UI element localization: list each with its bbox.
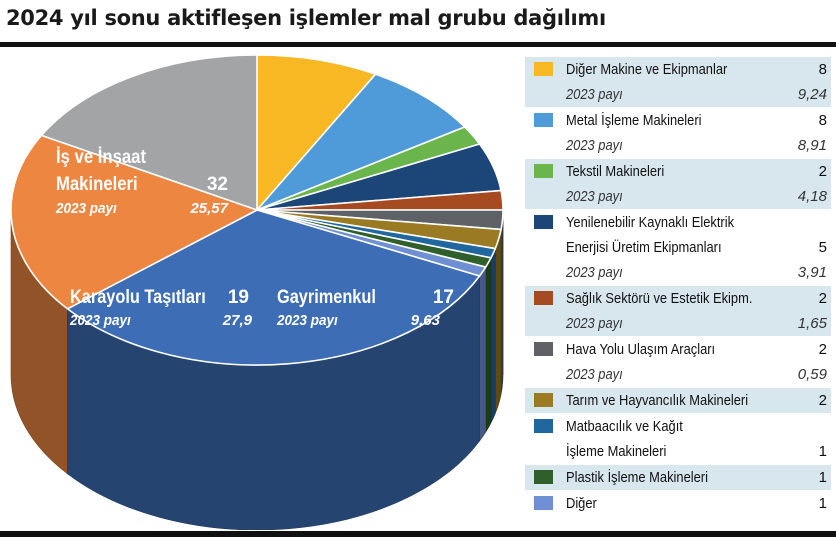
- legend-swatch: [534, 393, 553, 407]
- legend-swatch: [534, 419, 553, 433]
- legend-value: 2: [818, 392, 827, 409]
- legend-value: 2: [818, 163, 827, 180]
- legend-label: Metal İşleme Makineleri: [566, 112, 702, 129]
- legend-value: 1: [818, 469, 827, 486]
- legend-swatch: [534, 113, 553, 127]
- label-gayrimenkul-prev-value: 9,63: [411, 312, 441, 329]
- legend-label: Enerjisi Üretim Ekipmanları: [566, 239, 722, 256]
- legend-prev-label: 2023 payı: [566, 137, 623, 154]
- legend-label: İşleme Makineleri: [566, 443, 667, 460]
- legend-item: Diğer 1: [525, 491, 831, 516]
- pie-slice-0: [256, 54, 377, 211]
- legend-prev-value: 4,18: [797, 188, 827, 205]
- legend-item: Yenilenebilir Kaynaklı Elektrik Enerjisi …: [525, 210, 831, 285]
- legend-swatch: [534, 215, 553, 229]
- legend-prev-value: 9,24: [797, 86, 827, 103]
- pie-chart: İş ve İnşaat Makineleri 32 2023 payı 25,57 Ka…: [10, 54, 504, 530]
- pie-side-7: [490, 248, 496, 424]
- legend-value: 2: [818, 290, 827, 307]
- legend-prev-value: 1,65: [797, 315, 827, 332]
- legend-prev-label: 2023 payı: [566, 315, 623, 332]
- legend-prev-label: 2023 payı: [566, 264, 623, 281]
- pie-side-9: [479, 266, 487, 442]
- title-rule: [0, 42, 836, 47]
- pie-slice-10: [66, 209, 481, 366]
- label-karayolu-prev-value: 27,9: [222, 312, 253, 329]
- legend-swatch: [534, 496, 553, 510]
- label-is-insaat-value: 32: [207, 174, 228, 195]
- legend-value: 2: [818, 341, 827, 358]
- label-gayrimenkul-value: 17: [433, 287, 454, 308]
- label-gayrimenkul-prev-label: 2023 payı: [276, 312, 338, 329]
- legend-label: Yenilenebilir Kaynaklı Elektrik: [566, 214, 735, 231]
- legend-swatch: [534, 291, 553, 305]
- legend-label: Sağlık Sektörü ve Estetik Ekipm.: [566, 290, 753, 307]
- legend-item: Tarım ve Hayvancılık Makineleri 2: [525, 388, 831, 413]
- legend-item: Tekstil Makineleri 2 2023 payı 4,18: [525, 159, 831, 209]
- legend-item: Diğer Makine ve Ekipmanlar 8 2023 payı 9,24: [525, 57, 831, 107]
- legend-item: Plastik İşleme Makineleri 1: [525, 465, 831, 490]
- legend-label: Tarım ve Hayvancılık Makineleri: [566, 392, 749, 409]
- legend-value: 8: [818, 61, 827, 78]
- label-karayolu-prev-label: 2023 payı: [69, 312, 131, 329]
- chart-title: 2024 yıl sonu aktifleşen işlemler mal gr…: [6, 6, 606, 30]
- label-karayolu-value: 19: [228, 287, 249, 308]
- pie-side-6: [494, 229, 502, 414]
- legend-item: Sağlık Sektörü ve Estetik Ekipm. 2 2023 pa…: [525, 286, 831, 336]
- legend-prev-label: 2023 payı: [566, 366, 623, 383]
- pie-side-walls: [10, 209, 504, 530]
- legend-value: 1: [818, 443, 827, 460]
- legend: Diğer Makine ve Ekipmanlar 8 2023 payı 9,24…: [525, 57, 831, 523]
- pie-slice-1: [256, 73, 466, 211]
- legend-item: Matbaacılık ve Kağıt İşleme Makineleri 1: [525, 414, 831, 464]
- pie-side-8: [485, 257, 492, 434]
- legend-swatch: [534, 342, 553, 356]
- label-karayolu-name: Karayolu Taşıtları: [70, 286, 206, 307]
- pie-labels: İş ve İnşaat Makineleri 32 2023 payı 25,57 Ka…: [55, 146, 454, 329]
- legend-value: 1: [818, 495, 827, 512]
- legend-prev-value: 3,91: [797, 264, 827, 281]
- legend-label: Diğer: [566, 495, 597, 512]
- legend-label: Tekstil Makineleri: [566, 163, 665, 180]
- pie-top-slices: [10, 54, 504, 366]
- label-is-insaat-line1: İş ve İnşaat: [56, 146, 146, 167]
- legend-item: Metal İşleme Makineleri 8 2023 payı 8,91: [525, 108, 831, 158]
- legend-label: Hava Yolu Ulaşım Araçları: [566, 341, 716, 358]
- legend-label: Diğer Makine ve Ekipmanlar: [566, 61, 728, 78]
- legend-item: Hava Yolu Ulaşım Araçları 2 2023 payı 0,59: [525, 337, 831, 387]
- legend-label: Plastik İşleme Makineleri: [566, 469, 708, 486]
- legend-prev-label: 2023 payı: [566, 188, 623, 205]
- legend-swatch: [534, 164, 553, 178]
- label-gayrimenkul-name: Gayrimenkul: [277, 286, 376, 307]
- legend-value: 5: [818, 239, 827, 256]
- label-is-insaat-prev-label: 2023 payı: [55, 200, 117, 217]
- legend-prev-value: 8,91: [797, 137, 827, 154]
- legend-value: 8: [818, 112, 827, 129]
- pie-slice-11: [10, 134, 258, 310]
- legend-prev-label: 2023 payı: [566, 86, 623, 103]
- label-is-insaat-prev-value: 25,57: [189, 200, 228, 217]
- pie-slice-12: [40, 54, 258, 211]
- bottom-rule: [0, 531, 836, 537]
- legend-swatch: [534, 62, 553, 76]
- legend-prev-value: 0,59: [797, 366, 827, 383]
- legend-swatch: [534, 470, 553, 484]
- legend-label: Matbaacılık ve Kağıt: [566, 418, 683, 435]
- label-is-insaat-line2: Makineleri: [56, 173, 138, 194]
